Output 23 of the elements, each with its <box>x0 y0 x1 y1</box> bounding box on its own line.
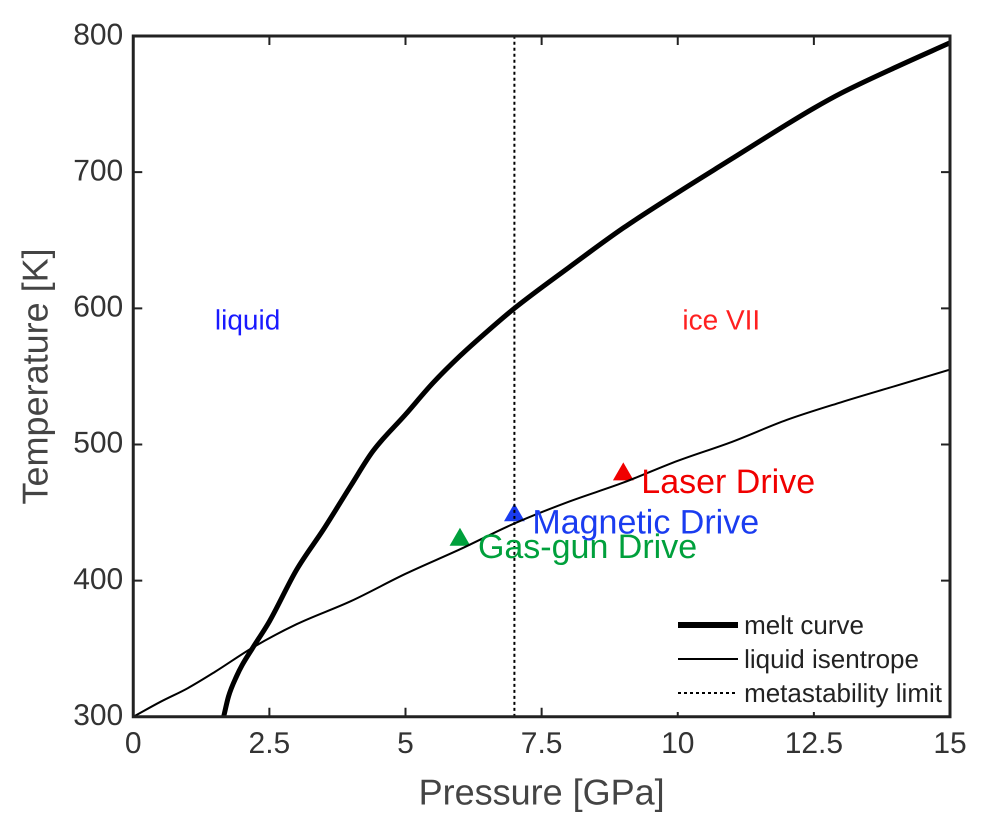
annotation: Laser Drive <box>641 462 816 501</box>
annotation: ice VII <box>682 304 760 336</box>
x-tick-label: 7.5 <box>520 727 562 760</box>
x-tick-label: 10 <box>661 727 694 760</box>
y-tick-label: 500 <box>73 426 124 460</box>
x-tick-label: 5 <box>397 727 414 760</box>
point <box>450 528 470 546</box>
y-tick-label: 300 <box>73 699 124 732</box>
x-axis-title: Pressure [GPa] <box>418 771 665 812</box>
legend-label: liquid isentrope <box>744 644 919 674</box>
x-tick-label: 12.5 <box>784 727 844 760</box>
legend-label: melt curve <box>744 610 864 640</box>
x-tick-label: 15 <box>933 727 967 760</box>
y-tick-label: 800 <box>73 18 124 52</box>
legend-label: metastability limit <box>744 678 942 708</box>
y-tick-label: 600 <box>73 290 124 324</box>
y-axis-title: Temperature [K] <box>14 248 56 504</box>
point <box>612 462 634 480</box>
annotation: liquid <box>214 304 280 336</box>
x-tick-label: 0 <box>124 727 142 760</box>
y-tick-label: 700 <box>73 154 124 188</box>
y-tick-label: 400 <box>73 562 124 596</box>
x-tick-label: 2.5 <box>248 727 290 760</box>
